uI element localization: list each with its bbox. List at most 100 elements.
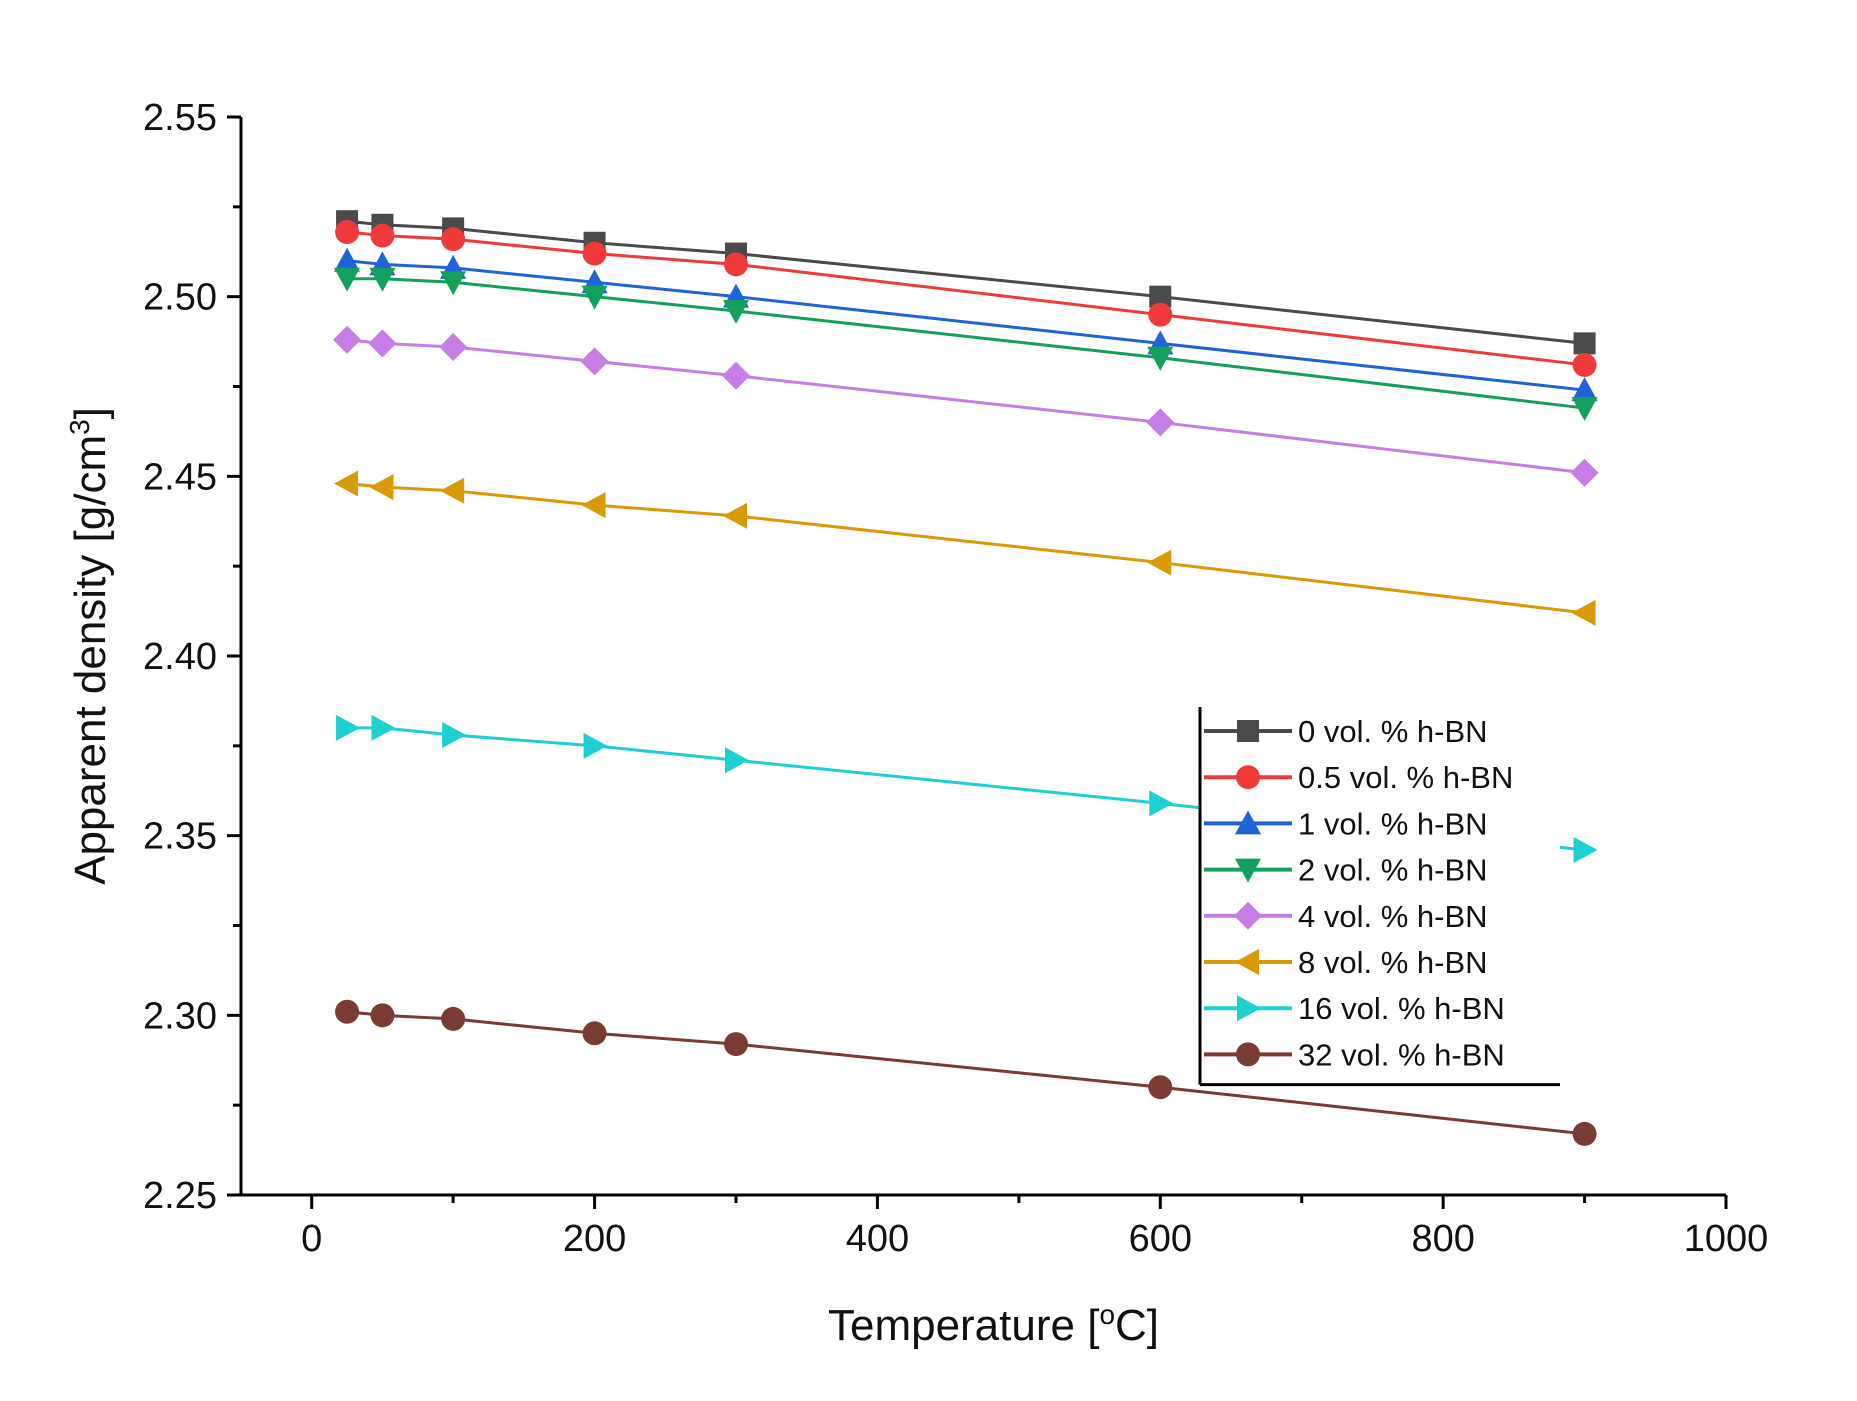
series-line (346, 259, 1585, 392)
legend-marker (1235, 949, 1259, 975)
data-point (440, 477, 465, 504)
data-point (335, 219, 360, 244)
data-point (583, 732, 608, 759)
legend-marker (1235, 810, 1261, 835)
x-tick-label: 200 (563, 1218, 626, 1260)
legend-entry: 1 vol. % h-BN (1204, 806, 1488, 841)
data-point (371, 714, 396, 741)
y-tick-label: 2.40 (143, 636, 217, 678)
data-point (722, 361, 750, 390)
data-point (1572, 1121, 1597, 1146)
data-point (724, 252, 748, 277)
data-point (441, 227, 466, 252)
data-point (1571, 377, 1598, 402)
legend-label: 1 vol. % h-BN (1298, 806, 1488, 841)
x-tick-label: 400 (846, 1218, 909, 1260)
series-group (333, 210, 1599, 1146)
data-point (581, 492, 606, 519)
data-point (1571, 599, 1596, 626)
legend-marker (1234, 901, 1262, 930)
data-point (724, 1032, 748, 1057)
series-line (346, 338, 1585, 475)
data-point (725, 747, 749, 774)
y-tick-label: 2.25 (143, 1175, 217, 1217)
x-tick-label: 600 (1129, 1218, 1192, 1260)
legend-label: 0 vol. % h-BN (1298, 714, 1488, 749)
data-point (333, 325, 362, 354)
series-line (346, 482, 1585, 615)
data-point (1147, 346, 1174, 371)
data-point (370, 223, 395, 248)
axes: 2.25 2.30 2.35 2.40 2.45 2.50 2.55 0 200 400 600 80… (64, 97, 1768, 1350)
series-2 (335, 219, 1597, 377)
legend-marker (1235, 858, 1261, 883)
series-4 (334, 267, 1598, 422)
legend-entry: 0 vol. % h-BN (1204, 714, 1488, 749)
y-tick-label: 2.50 (143, 277, 217, 319)
data-point (370, 1003, 395, 1028)
data-point (441, 1006, 466, 1031)
x-tick-label: 800 (1411, 1218, 1474, 1260)
data-point (336, 714, 361, 741)
legend-label: 16 vol. % h-BN (1298, 991, 1505, 1026)
series-5 (333, 325, 1599, 487)
data-point (334, 267, 361, 292)
series-7 (336, 714, 1598, 864)
legend-entry: 32 vol. % h-BN (1204, 1037, 1505, 1072)
series-6 (334, 470, 1596, 626)
data-point (442, 722, 467, 749)
series-1 (336, 210, 1596, 355)
y-axis-title: Apparent density [g/cm3] (64, 407, 115, 885)
data-point (369, 267, 396, 292)
data-point (1148, 1075, 1173, 1100)
legend: 0 vol. % h-BN 0.5 vol. % h-BN 1 vol. % h-B… (1198, 707, 1560, 1087)
series-line (346, 230, 1585, 367)
legend-entry: 16 vol. % h-BN (1204, 991, 1505, 1026)
data-point (1148, 302, 1173, 327)
data-point (723, 502, 747, 529)
data-point (369, 474, 394, 501)
x-axis-title: Temperature [oC] (828, 1299, 1159, 1350)
legend-box (1200, 707, 1560, 1085)
legend-label: 4 vol. % h-BN (1298, 899, 1488, 934)
legend-marker (1236, 765, 1260, 790)
data-point (1573, 837, 1598, 864)
data-point (1149, 285, 1172, 308)
legend-entry: 2 vol. % h-BN (1204, 853, 1488, 888)
legend-marker (1236, 1042, 1260, 1067)
x-tick-label: 1000 (1684, 1218, 1769, 1260)
data-point (723, 300, 749, 325)
legend-label: 2 vol. % h-BN (1298, 853, 1488, 888)
data-point (1147, 549, 1172, 576)
data-point (1573, 332, 1596, 355)
legend-marker (1237, 995, 1261, 1022)
data-point (581, 285, 608, 310)
data-point (1149, 790, 1174, 817)
data-point (580, 347, 609, 376)
data-point (334, 247, 361, 272)
data-point (582, 241, 607, 266)
data-point (335, 999, 360, 1024)
data-point (1570, 458, 1599, 487)
data-point (1571, 397, 1598, 422)
y-tick-label: 2.35 (143, 816, 217, 858)
data-point (440, 271, 467, 296)
y-tick-label: 2.30 (143, 995, 217, 1037)
legend-marker (1237, 720, 1259, 742)
x-tick-label: 0 (301, 1218, 322, 1260)
legend-label: 8 vol. % h-BN (1298, 945, 1488, 980)
series-8 (335, 999, 1597, 1146)
data-point (334, 470, 359, 497)
data-point (582, 1021, 607, 1046)
legend-entry: 8 vol. % h-BN (1204, 945, 1488, 980)
data-point (439, 332, 468, 361)
data-point (1146, 408, 1175, 437)
y-tick-label: 2.45 (143, 456, 217, 498)
legend-label: 32 vol. % h-BN (1298, 1037, 1505, 1072)
data-point (368, 329, 397, 358)
data-point (1572, 352, 1597, 377)
legend-label: 0.5 vol. % h-BN (1298, 760, 1513, 795)
series-line (346, 219, 1585, 345)
